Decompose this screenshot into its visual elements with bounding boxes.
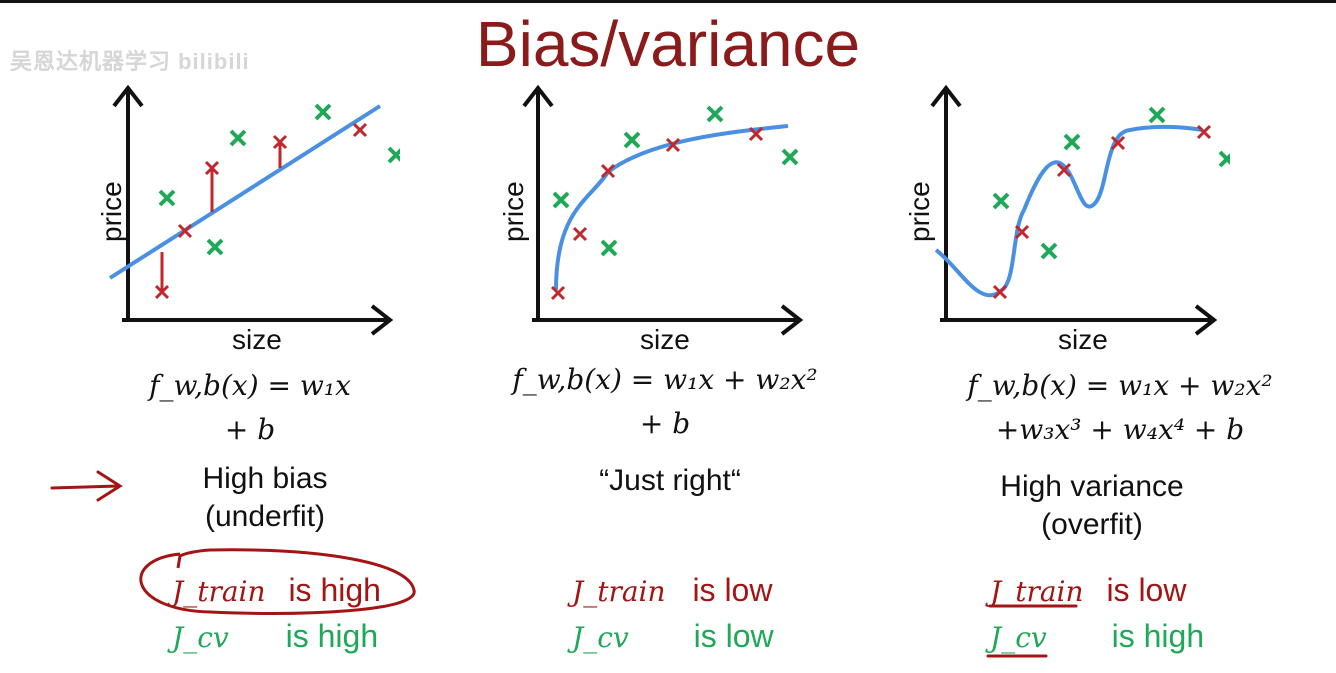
jcv-row-3: J_cv is high bbox=[990, 616, 1204, 658]
jcv-symbol: J_cv bbox=[990, 621, 1047, 654]
train-points bbox=[154, 122, 368, 300]
jcv-row-2: J_cv is low bbox=[572, 616, 774, 658]
formula-line-2: + b bbox=[639, 407, 691, 440]
jtrain-symbol: J_train bbox=[990, 575, 1084, 608]
fit-line bbox=[108, 104, 382, 280]
formula-line-1: f_w,b(x) = w₁x + w₂x² bbox=[967, 369, 1273, 402]
jtrain-row-3: J_train is low bbox=[990, 570, 1186, 612]
plot-high-variance bbox=[930, 84, 1230, 336]
y-axis-arrowhead bbox=[112, 84, 144, 108]
desc-panel-1: High bias (underfit) bbox=[140, 460, 390, 536]
formula-panel-3: f_w,b(x) = w₁x + w₂x² +w₃x³ + w₄x⁴ + b bbox=[930, 364, 1310, 452]
plot-high-bias bbox=[108, 84, 400, 336]
jtrain-row-2: J_train is low bbox=[572, 570, 772, 612]
desc-panel-2: “Just right“ bbox=[540, 462, 800, 500]
formula-line-1: f_w,b(x) = w₁x + w₂x² bbox=[512, 363, 818, 396]
x-axis-arrowhead bbox=[1194, 304, 1218, 336]
plot-just-right bbox=[522, 84, 804, 336]
jtrain-row-1: J_train is high bbox=[172, 570, 381, 612]
xlabel-panel-2: size bbox=[640, 324, 690, 355]
jtrain-status: is low bbox=[1106, 572, 1187, 608]
formula-line-2: +w₃x³ + w₄x⁴ + b bbox=[995, 413, 1245, 446]
residual-lines bbox=[160, 142, 282, 292]
arrow-annotation bbox=[50, 470, 123, 502]
top-border bbox=[0, 0, 1336, 3]
formula-panel-2: f_w,b(x) = w₁x + w₂x² + b bbox=[490, 358, 840, 446]
jtrain-symbol: J_train bbox=[172, 575, 266, 608]
desc-line-1: High bias bbox=[202, 462, 328, 495]
formula-line-1: f_w,b(x) = w₁x bbox=[149, 369, 351, 402]
train-points bbox=[992, 124, 1212, 300]
y-axis-arrowhead bbox=[522, 84, 554, 108]
desc-line-2: (underfit) bbox=[204, 500, 326, 533]
jcv-symbol: J_cv bbox=[172, 621, 229, 654]
xlabel-panel-1: size bbox=[232, 324, 282, 355]
cv-points bbox=[552, 105, 799, 257]
desc-line-1: “Just right“ bbox=[599, 464, 741, 497]
underline-annotations bbox=[986, 604, 1078, 658]
desc-panel-3: High variance (overfit) bbox=[952, 468, 1232, 544]
page-title: Bias/variance bbox=[475, 8, 861, 80]
jcv-status: is low bbox=[693, 618, 774, 654]
cv-points bbox=[992, 106, 1230, 260]
watermark: 吴恩达机器学习 bilibili bbox=[10, 49, 250, 74]
jtrain-status: is low bbox=[692, 572, 773, 608]
jcv-row-1: J_cv is high bbox=[172, 616, 378, 658]
cv-points bbox=[158, 103, 400, 256]
x-axis-arrowhead bbox=[780, 304, 804, 336]
formula-line-2: + b bbox=[224, 413, 276, 446]
x-axis-arrowhead bbox=[370, 304, 394, 336]
jcv-status: is high bbox=[1111, 618, 1205, 654]
jcv-symbol: J_cv bbox=[572, 621, 629, 654]
formula-panel-1: f_w,b(x) = w₁x + b bbox=[100, 364, 400, 452]
jcv-status: is high bbox=[285, 618, 379, 654]
desc-line-1: High variance bbox=[1000, 470, 1184, 503]
jtrain-status: is high bbox=[288, 572, 381, 608]
y-axis-arrowhead bbox=[930, 84, 962, 108]
train-points bbox=[550, 126, 764, 301]
circle-annotation bbox=[139, 548, 416, 615]
jtrain-symbol: J_train bbox=[572, 575, 666, 608]
xlabel-panel-3: size bbox=[1058, 324, 1108, 355]
desc-line-2: (overfit) bbox=[1041, 508, 1143, 541]
